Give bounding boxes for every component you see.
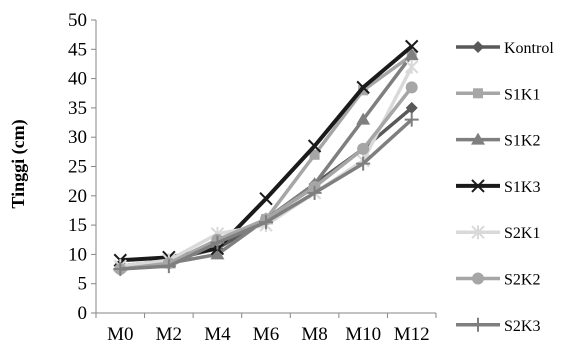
legend-marker bbox=[472, 272, 484, 285]
legend-item: S1K2 bbox=[456, 132, 540, 150]
legend-marker bbox=[472, 41, 484, 53]
x-tick-label: M6 bbox=[253, 324, 279, 345]
x-ticks: M0 M2 M4 M6 M8 M10 M12 bbox=[95, 313, 437, 345]
series-line bbox=[120, 106, 413, 268]
y-axis-label: Tinggi (cm) bbox=[8, 119, 29, 208]
data-point bbox=[404, 112, 419, 127]
y-tick-label: 30 bbox=[68, 127, 87, 148]
legend-label: Kontrol bbox=[504, 40, 554, 57]
legend-item: S2K1 bbox=[456, 225, 540, 242]
y-tick-label: 10 bbox=[68, 244, 87, 265]
data-point bbox=[259, 192, 273, 206]
data-point bbox=[307, 185, 322, 200]
legend-item: S2K3 bbox=[456, 318, 540, 335]
y-tick-label: 15 bbox=[68, 215, 87, 236]
data-point bbox=[259, 215, 273, 230]
legend-item: S2K2 bbox=[456, 272, 540, 289]
legend-marker bbox=[471, 179, 485, 193]
legend-label: S1K1 bbox=[504, 86, 540, 103]
x-tick-label: M12 bbox=[394, 324, 430, 345]
x-tick-label: M4 bbox=[204, 324, 231, 345]
data-point bbox=[161, 259, 176, 274]
y-tick-label: 45 bbox=[68, 39, 87, 60]
x-tick-label: M0 bbox=[107, 324, 133, 345]
series-s2k3 bbox=[113, 112, 419, 277]
data-point bbox=[309, 149, 320, 160]
data-point bbox=[356, 156, 371, 171]
y-tick-label: 50 bbox=[68, 10, 87, 31]
y-tick-label: 5 bbox=[78, 274, 88, 295]
legend-label: S1K3 bbox=[504, 179, 540, 196]
legend-marker bbox=[471, 225, 485, 240]
legend-label: S2K3 bbox=[504, 318, 540, 335]
series-s1k1 bbox=[115, 50, 417, 272]
x-tick-label: M8 bbox=[301, 324, 327, 345]
y-tick-label: 25 bbox=[68, 157, 87, 178]
legend-item: S1K1 bbox=[456, 86, 540, 103]
legend-item: S1K3 bbox=[456, 179, 540, 196]
legend-label: S1K2 bbox=[504, 133, 540, 150]
series-kontrol bbox=[114, 101, 418, 273]
y-tick-label: 35 bbox=[68, 98, 87, 119]
data-point bbox=[404, 48, 419, 61]
y-tick-label: 40 bbox=[68, 69, 87, 90]
data-point bbox=[356, 112, 371, 125]
data-point bbox=[113, 262, 128, 277]
legend-label: S2K1 bbox=[504, 225, 540, 242]
data-point bbox=[405, 81, 418, 94]
data-point bbox=[405, 101, 418, 114]
data-point bbox=[357, 142, 370, 155]
data-point bbox=[405, 59, 419, 74]
data-point bbox=[210, 247, 225, 260]
legend: Kontrol S1K1 S1K2 S1K3 S2K1 S2K2 S2K3 bbox=[456, 40, 554, 335]
data-point bbox=[210, 235, 225, 250]
legend-marker bbox=[471, 317, 485, 332]
series-s2k1 bbox=[113, 59, 419, 274]
legend-item: Kontrol bbox=[456, 40, 554, 57]
x-tick-label: M10 bbox=[345, 324, 381, 345]
series bbox=[113, 39, 419, 277]
legend-marker bbox=[473, 88, 483, 99]
y-tick-label: 20 bbox=[68, 186, 87, 207]
y-ticks: 0 5 10 15 20 25 30 35 40 45 50 bbox=[68, 10, 96, 324]
data-point bbox=[356, 80, 370, 95]
legend-marker bbox=[471, 132, 485, 145]
x-tick-label: M2 bbox=[156, 324, 182, 345]
data-point bbox=[405, 39, 419, 54]
legend-label: S2K2 bbox=[504, 272, 540, 289]
data-point bbox=[307, 139, 322, 153]
y-tick-label: 0 bbox=[78, 303, 88, 324]
